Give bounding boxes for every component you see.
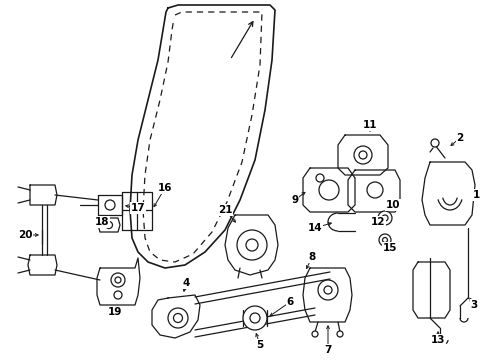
Circle shape bbox=[317, 280, 337, 300]
Text: 5: 5 bbox=[256, 340, 263, 350]
Text: 12: 12 bbox=[370, 217, 385, 227]
Polygon shape bbox=[303, 268, 351, 322]
Circle shape bbox=[311, 331, 317, 337]
Text: 13: 13 bbox=[430, 335, 445, 345]
Circle shape bbox=[366, 182, 382, 198]
Circle shape bbox=[237, 230, 266, 260]
Polygon shape bbox=[337, 135, 387, 175]
Polygon shape bbox=[30, 185, 57, 205]
Circle shape bbox=[382, 238, 386, 243]
Circle shape bbox=[114, 291, 122, 299]
Circle shape bbox=[315, 174, 324, 182]
Text: 19: 19 bbox=[107, 307, 122, 317]
Circle shape bbox=[245, 239, 258, 251]
Text: 9: 9 bbox=[291, 195, 298, 205]
Polygon shape bbox=[412, 262, 449, 318]
Circle shape bbox=[381, 215, 387, 221]
Circle shape bbox=[336, 331, 342, 337]
Text: 3: 3 bbox=[469, 300, 477, 310]
Text: 11: 11 bbox=[362, 120, 376, 130]
Circle shape bbox=[377, 211, 391, 225]
Text: 1: 1 bbox=[471, 190, 479, 200]
Text: 20: 20 bbox=[18, 230, 32, 240]
Polygon shape bbox=[130, 5, 274, 268]
Circle shape bbox=[168, 308, 187, 328]
Text: 7: 7 bbox=[324, 345, 331, 355]
Circle shape bbox=[324, 286, 331, 294]
Text: 21: 21 bbox=[217, 205, 232, 215]
Text: 2: 2 bbox=[455, 133, 463, 143]
Circle shape bbox=[173, 314, 182, 323]
Polygon shape bbox=[421, 162, 474, 225]
Circle shape bbox=[105, 200, 115, 210]
Text: 18: 18 bbox=[95, 217, 109, 227]
Polygon shape bbox=[122, 192, 152, 230]
Text: 6: 6 bbox=[286, 297, 293, 307]
Circle shape bbox=[358, 151, 366, 159]
Polygon shape bbox=[28, 255, 57, 275]
Text: 10: 10 bbox=[385, 200, 400, 210]
Polygon shape bbox=[97, 258, 140, 305]
Text: 17: 17 bbox=[130, 203, 145, 213]
Polygon shape bbox=[98, 218, 120, 232]
Circle shape bbox=[353, 146, 371, 164]
Text: 4: 4 bbox=[182, 278, 189, 288]
Text: 16: 16 bbox=[158, 183, 172, 193]
Text: 15: 15 bbox=[382, 243, 396, 253]
Circle shape bbox=[249, 313, 260, 323]
Circle shape bbox=[115, 277, 121, 283]
Circle shape bbox=[430, 139, 438, 147]
Circle shape bbox=[243, 306, 266, 330]
Text: 8: 8 bbox=[308, 252, 315, 262]
Polygon shape bbox=[224, 215, 278, 275]
Circle shape bbox=[318, 180, 338, 200]
Circle shape bbox=[378, 234, 390, 246]
Polygon shape bbox=[152, 295, 200, 338]
Circle shape bbox=[111, 273, 125, 287]
Circle shape bbox=[105, 221, 112, 229]
Text: 14: 14 bbox=[307, 223, 322, 233]
Polygon shape bbox=[98, 195, 122, 215]
Polygon shape bbox=[347, 170, 399, 212]
Polygon shape bbox=[303, 168, 354, 212]
